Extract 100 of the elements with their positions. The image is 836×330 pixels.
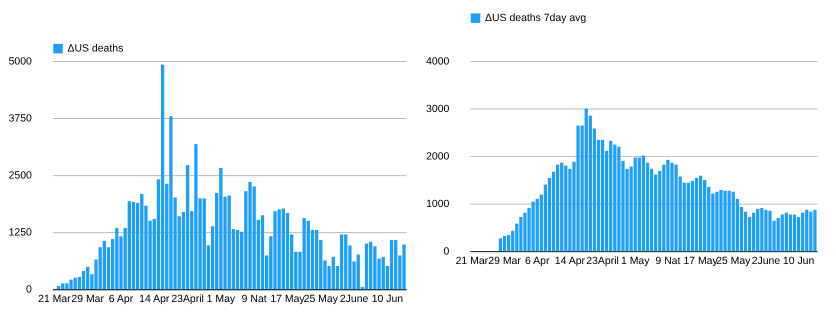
bar	[194, 144, 198, 290]
bar	[813, 210, 817, 252]
bar	[502, 236, 506, 252]
bar	[576, 126, 580, 252]
bar	[805, 210, 808, 252]
x-tick-label: 9 Nat	[242, 294, 267, 306]
bar	[382, 256, 385, 290]
bar	[728, 190, 731, 252]
bar	[617, 146, 621, 252]
bar	[314, 230, 318, 290]
x-tick-label: 1 May	[621, 256, 650, 268]
bar	[169, 116, 173, 290]
bar	[690, 180, 694, 252]
bar	[564, 166, 568, 252]
y-tick-label: 0	[26, 284, 32, 296]
bar	[780, 214, 784, 252]
bar	[686, 182, 690, 252]
bar	[277, 209, 281, 290]
bar	[260, 215, 264, 290]
bar	[776, 218, 780, 252]
y-tick-label: 3000	[426, 104, 450, 115]
bar	[666, 160, 670, 252]
bar	[356, 254, 360, 290]
bar	[556, 164, 560, 252]
bar	[801, 212, 804, 252]
bar	[248, 182, 252, 290]
x-tick-label: 29 Mar	[488, 256, 522, 268]
bar	[332, 256, 335, 290]
bar	[613, 144, 616, 252]
bar	[732, 192, 735, 252]
x-tick-label: 2June	[340, 294, 369, 306]
y-tick-label: 0	[444, 246, 450, 258]
bar	[694, 178, 698, 252]
bar	[519, 216, 523, 252]
x-tick-label: 25 May	[716, 256, 752, 268]
y-tick-label: 4000	[426, 56, 450, 68]
bar	[600, 140, 604, 252]
x-tick-label: 25 May	[304, 294, 339, 306]
bar	[282, 208, 285, 290]
x-tick-label: 17 May	[270, 294, 306, 306]
bar	[723, 190, 727, 252]
x-tick-label: 14 Apr	[139, 294, 170, 306]
y-tick-label: 1000	[426, 198, 450, 210]
bar	[202, 198, 206, 290]
bar	[74, 278, 77, 290]
bar	[402, 244, 406, 290]
bar	[796, 216, 800, 252]
bar	[273, 211, 277, 290]
x-tick-label: 23April	[171, 294, 204, 306]
bar	[760, 208, 764, 252]
bar	[236, 230, 240, 290]
bar	[340, 234, 344, 290]
bar	[642, 156, 646, 252]
bar	[768, 210, 772, 252]
bar	[670, 162, 674, 252]
x-tick-label: 1 May	[206, 294, 236, 306]
bar	[228, 196, 231, 290]
bar	[752, 212, 756, 252]
bar	[788, 214, 792, 252]
x-tick-label: 17 May	[683, 256, 718, 268]
bar	[219, 168, 223, 290]
bar	[638, 158, 641, 252]
bar	[86, 266, 90, 290]
bar	[160, 64, 164, 290]
bar	[306, 220, 310, 290]
x-tick-label: 21 Mar	[38, 294, 72, 306]
legend-label: ΔUS deaths	[68, 43, 124, 54]
y-tick-label: 3750	[8, 113, 32, 124]
bar	[115, 228, 118, 290]
x-tick-label: 14 Apr	[554, 256, 586, 268]
bar	[61, 283, 64, 290]
y-tick-label: 2500	[8, 170, 32, 182]
bar	[394, 240, 398, 290]
y-tick-label: 1250	[8, 228, 32, 239]
bar	[715, 192, 719, 252]
y-tick-label: 2000	[426, 151, 450, 162]
x-tick-label: 23April	[586, 256, 619, 268]
x-tick-label: 6 Apr	[108, 294, 134, 306]
bar	[536, 198, 539, 252]
bar	[634, 158, 637, 252]
bar	[609, 140, 612, 252]
bar	[369, 242, 372, 290]
bar	[186, 165, 190, 290]
x-tick-label: 9 Nat	[655, 256, 680, 268]
bar	[560, 162, 564, 252]
bar	[698, 176, 702, 252]
bar	[764, 210, 768, 252]
x-tick-label: 10 Jun	[372, 294, 404, 306]
bar	[65, 283, 69, 290]
x-tick-label: 21 Mar	[456, 256, 489, 268]
x-tick-label: 10 Jun	[782, 256, 814, 268]
x-tick-label: 29 Mar	[71, 294, 104, 306]
bar	[507, 235, 510, 252]
bar	[719, 190, 723, 252]
bar	[132, 202, 136, 290]
bar	[344, 234, 348, 290]
y-tick-label: 5000	[8, 56, 32, 68]
bar	[373, 246, 377, 290]
bar	[756, 208, 760, 252]
x-tick-label: 2June	[752, 256, 780, 268]
